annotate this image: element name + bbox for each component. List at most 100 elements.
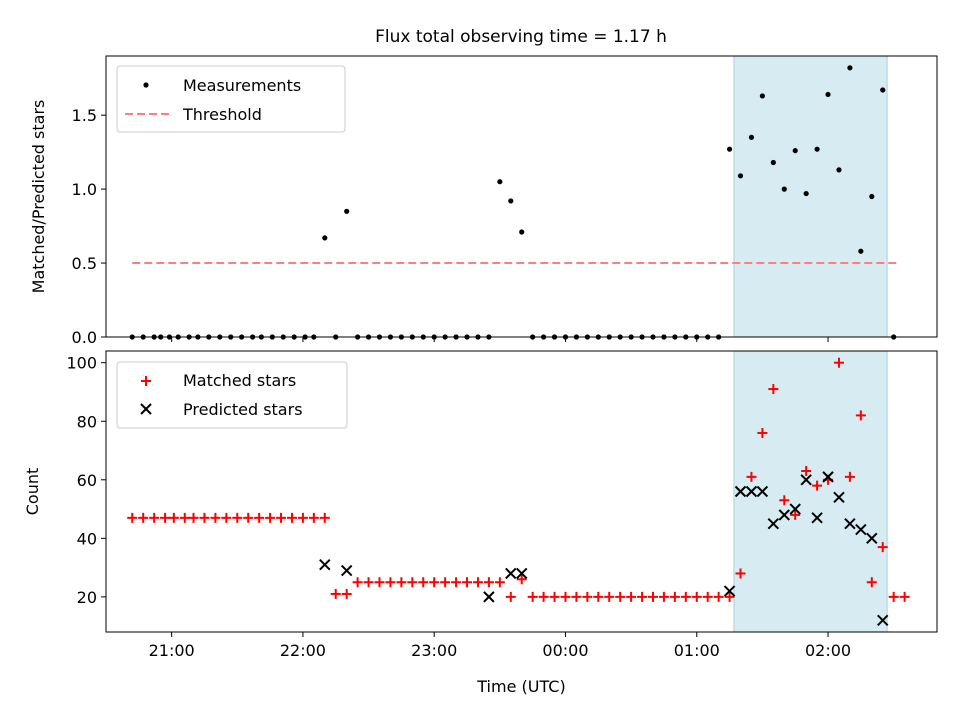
matched-star-point (297, 512, 308, 523)
matched-star-point (647, 591, 658, 602)
matched-star-point (855, 410, 866, 421)
matched-stars-points (127, 357, 910, 602)
predicted-star-point (877, 614, 889, 626)
predicted-star-point (811, 512, 823, 524)
matched-star-point (658, 591, 669, 602)
bottom-panel: 20 40 60 80 100 21:00 22:00 23:00 00:00 01:00 02:… (23, 350, 938, 696)
matched-star-point (330, 588, 341, 599)
legend-threshold-label: Threshold (182, 105, 262, 124)
matched-star-point (199, 512, 210, 523)
matched-star-point (549, 591, 560, 602)
y-tick-label: 60 (77, 471, 97, 490)
matched-star-point (746, 471, 757, 482)
matched-star-point (483, 577, 494, 588)
matched-star-point (286, 512, 297, 523)
y-tick-label: 0.0 (72, 328, 97, 347)
matched-star-point (768, 384, 779, 395)
x-tick-label: 00:00 (542, 641, 588, 660)
matched-star-point (160, 512, 171, 523)
measurement-point (726, 146, 733, 152)
matched-star-point (888, 591, 899, 602)
matched-star-point (724, 591, 735, 602)
matched-star-point (505, 591, 516, 602)
matched-star-point (713, 591, 724, 602)
predicted-star-point (767, 517, 780, 530)
x-tick-label: 22:00 (280, 641, 326, 660)
matched-star-point (276, 512, 287, 523)
matched-star-point (254, 512, 265, 523)
predicted-star-point (778, 509, 790, 521)
matched-star-point (833, 357, 844, 368)
matched-star-point (593, 591, 604, 602)
measurement-point (497, 179, 503, 185)
matched-star-point (127, 512, 138, 523)
matched-star-point (221, 512, 232, 523)
matched-star-point (188, 512, 199, 523)
highlight-span (733, 350, 888, 633)
measurement-point (519, 229, 525, 235)
x-tick-label: 21:00 (149, 641, 195, 660)
predicted-star-point (723, 585, 736, 597)
matched-star-point (396, 577, 407, 588)
legend-measurements-label: Measurements (183, 76, 301, 95)
matched-star-point (374, 577, 385, 588)
x-axis-label: Time (UTC) (476, 677, 565, 696)
y-tick-label: 20 (77, 588, 97, 607)
measurement-point (508, 198, 514, 204)
measurement-point (858, 248, 864, 254)
measurement-point (322, 235, 328, 241)
matched-star-point (790, 509, 801, 520)
matched-star-point (232, 512, 243, 523)
predicted-stars-points (319, 471, 889, 626)
matched-star-point (462, 577, 473, 588)
predicted-star-point (855, 523, 867, 536)
predicted-star-point (340, 564, 353, 577)
legend-measurements-marker (143, 82, 149, 88)
predicted-star-point (844, 517, 856, 530)
y-tick-label: 40 (77, 529, 97, 548)
matched-star-point (844, 471, 855, 482)
matched-star-point (319, 512, 330, 523)
matched-star-point (582, 591, 593, 602)
bottom-panel-frame (105, 350, 938, 633)
measurement-point (836, 167, 842, 173)
matched-star-point (179, 512, 190, 523)
chart-title: Flux total observing time = 1.17 h (375, 27, 667, 47)
measurement-point (880, 87, 886, 93)
top-panel: 0.0 0.5 1.0 1.5 Matched/Predicted stars Mea… (29, 55, 938, 347)
matched-star-point (418, 577, 429, 588)
matched-star-point (516, 574, 527, 585)
predicted-star-point (745, 485, 758, 498)
top-panel-frame (105, 55, 938, 338)
matched-star-point (637, 591, 648, 602)
measurement-point (737, 173, 744, 179)
matched-star-point (149, 512, 160, 523)
matched-star-point (527, 591, 538, 602)
matched-star-point (735, 568, 746, 579)
matched-star-point (440, 577, 451, 588)
matched-star-point (604, 591, 615, 602)
matched-star-point (210, 512, 221, 523)
measurement-point (792, 148, 798, 154)
predicted-star-point (756, 485, 769, 498)
matched-star-point (680, 591, 691, 602)
matched-star-point (801, 466, 812, 477)
y-tick-label: 100 (66, 354, 97, 373)
matched-star-point (626, 591, 637, 602)
predicted-star-point (822, 471, 834, 483)
measurement-point (869, 193, 875, 200)
matched-star-point (691, 591, 702, 602)
matched-star-point (308, 512, 319, 523)
matched-star-point (571, 591, 582, 602)
matched-star-point (899, 591, 910, 602)
legend-predicted-marker (140, 403, 152, 415)
measurement-point (814, 146, 820, 152)
matched-star-point (451, 577, 462, 588)
matched-star-point (779, 495, 790, 506)
matched-star-point (341, 588, 352, 599)
matched-star-point (877, 542, 888, 553)
x-tick-label: 01:00 (674, 641, 720, 660)
predicted-star-point (483, 591, 495, 603)
measurement-point (770, 159, 776, 166)
y-axis-ticks: 0.0 0.5 1.0 1.5 (72, 106, 106, 347)
